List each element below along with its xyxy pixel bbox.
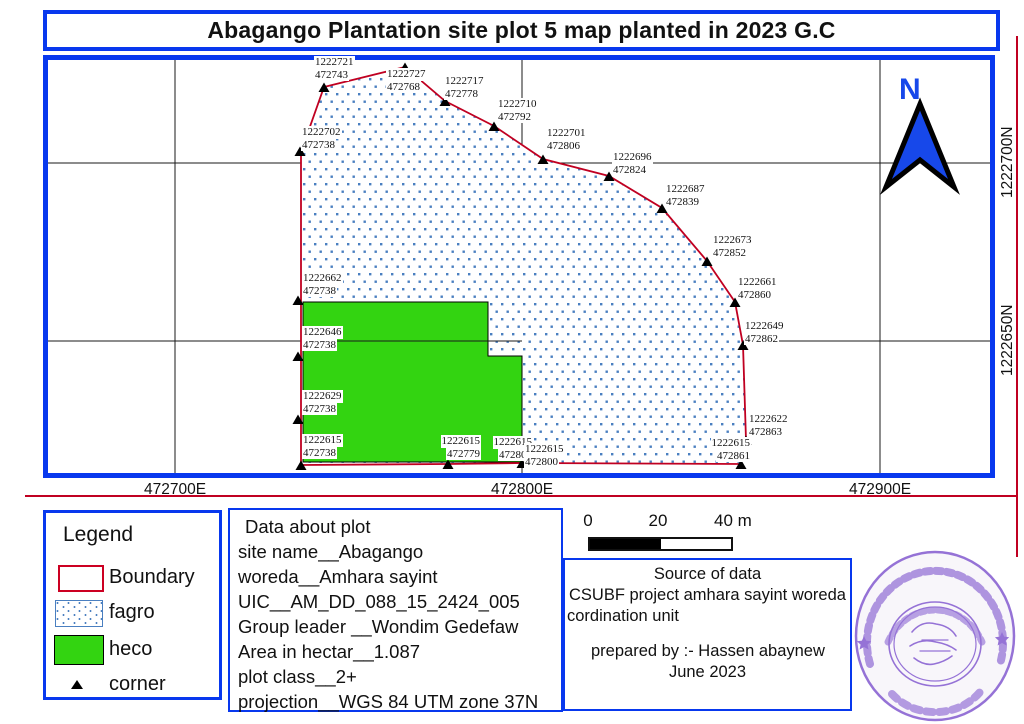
- corner-coordinate-label: 1222701 472806: [546, 127, 587, 152]
- x-axis-label: 472700E: [143, 481, 207, 498]
- legend-title: Legend: [63, 523, 134, 546]
- stamp-bottom-text-arc: [888, 688, 984, 717]
- corner-triangle-icon: [71, 680, 83, 689]
- source-line: June 2023: [668, 663, 747, 681]
- separator-line: [25, 495, 1017, 497]
- plot-info-line: Area in hectar__1.087: [238, 641, 421, 662]
- legend-item-fagro: fagro: [109, 601, 155, 623]
- plot-info-line: plot class__2+: [238, 666, 357, 687]
- corner-coordinate-label: 1222615 472738: [302, 434, 343, 459]
- source-box: Source of data CSUBF project amhara sayi…: [563, 558, 852, 711]
- corner-marker: [603, 171, 615, 181]
- corner-marker: [701, 256, 713, 266]
- source-line: CSUBF project amhara sayint woreda: [569, 586, 846, 604]
- corner-marker: [292, 295, 304, 305]
- legend: Legend Boundary fagro heco corner: [43, 510, 222, 700]
- corner-coordinate-label: 1222662 472738: [302, 272, 343, 297]
- y-axis-label: 1222650N: [999, 304, 1016, 376]
- page-title: Abagango Plantation site plot 5 map plan…: [207, 17, 836, 43]
- plot-info-line: site name__Abagango: [238, 541, 424, 562]
- corner-marker: [729, 297, 741, 307]
- official-stamp: [854, 550, 1016, 722]
- heco-swatch: [54, 635, 104, 665]
- corner-marker: [292, 351, 304, 361]
- corner-marker: [318, 82, 330, 92]
- corner-coordinate-label: 1222710 472792: [497, 98, 538, 123]
- plot-info-line: UIC__AM_DD_088_15_2424_005: [238, 591, 520, 612]
- legend-item-boundary: Boundary: [109, 566, 195, 588]
- corner-coordinate-label: 1222629 472738: [302, 390, 343, 415]
- corner-coordinate-label: 1222615 472800: [524, 443, 565, 468]
- title-box: Abagango Plantation site plot 5 map plan…: [43, 10, 1000, 51]
- source-line: cordination unit: [567, 607, 679, 625]
- source-line: [565, 627, 850, 641]
- source-line: prepared by :- Hassen abaynew: [591, 642, 825, 660]
- corner-marker: [537, 154, 549, 164]
- scale-tick: 0: [583, 511, 593, 530]
- boundary-swatch: [58, 565, 104, 592]
- corner-marker: [656, 203, 668, 213]
- legend-item-corner: corner: [109, 673, 166, 695]
- corner-coordinate-label: 1222646 472738: [302, 326, 343, 351]
- corner-marker: [737, 340, 749, 350]
- plot-info-line: woreda__Amhara sayint: [238, 566, 438, 587]
- north-arrow-icon: [880, 97, 960, 195]
- plot-info-line: Group leader __Wondim Gedefaw: [238, 616, 519, 637]
- corner-coordinate-label: 1222615 472779: [440, 435, 481, 460]
- north-arrow: N: [880, 73, 960, 195]
- corner-coordinate-label: 1222615 472861: [710, 437, 751, 462]
- fagro-swatch: [55, 600, 103, 627]
- corner-coordinate-label: 1222687 472839: [665, 183, 706, 208]
- corner-marker: [439, 96, 451, 106]
- corner-coordinate-label: 1222717 472778: [444, 75, 485, 100]
- corner-coordinate-label: 1222673 472852: [712, 234, 753, 259]
- scale-tick: 40 m: [714, 511, 752, 530]
- stamp-star-icon: [994, 632, 1010, 646]
- corner-marker: [295, 460, 307, 470]
- corner-marker: [735, 459, 747, 469]
- corner-coordinate-label: 1222721 472743: [314, 56, 355, 81]
- corner-marker: [442, 459, 454, 469]
- corner-coordinate-label: 1222727 472768: [386, 68, 427, 93]
- scale-bar: [588, 537, 733, 551]
- scale-bar-filled-half: [590, 539, 661, 549]
- plot-info-line: Data about plot: [245, 516, 371, 537]
- map-canvas: N: [48, 60, 990, 473]
- stamp-inner-text-arc: [884, 606, 986, 646]
- boundary-line: [300, 66, 747, 466]
- x-axis-label: 472900E: [848, 481, 912, 498]
- north-arrow-label: N: [899, 73, 921, 106]
- x-axis-label: 472800E: [490, 481, 554, 498]
- source-line: Source of data: [653, 565, 762, 583]
- corner-coordinate-label: 1222702 472738: [301, 126, 342, 151]
- corner-coordinate-label: 1222649 472862: [744, 320, 785, 345]
- scale-tick: 20: [648, 511, 668, 530]
- plot-polygons: [300, 66, 747, 466]
- plot-info-box: Data about plot site name__Abagango wore…: [228, 508, 563, 712]
- corner-coordinate-label: 1222661 472860: [737, 276, 778, 301]
- y-axis-label: 1222700N: [999, 126, 1016, 198]
- corner-marker: [488, 121, 500, 131]
- stamp-outer-text-arc: [863, 566, 1007, 668]
- corner-marker: [292, 414, 304, 424]
- sheet-edge-line: [1016, 36, 1018, 557]
- corner-coordinate-label: 1222622 472863: [748, 413, 789, 438]
- stamp-star-icon: [856, 636, 872, 650]
- legend-item-heco: heco: [109, 638, 153, 660]
- corner-coordinate-label: 1222696 472824: [612, 151, 653, 176]
- heco-area: [302, 301, 523, 463]
- plot-info-line: projection__WGS 84 UTM zone 37N: [238, 691, 539, 712]
- corner-marker: [294, 146, 306, 156]
